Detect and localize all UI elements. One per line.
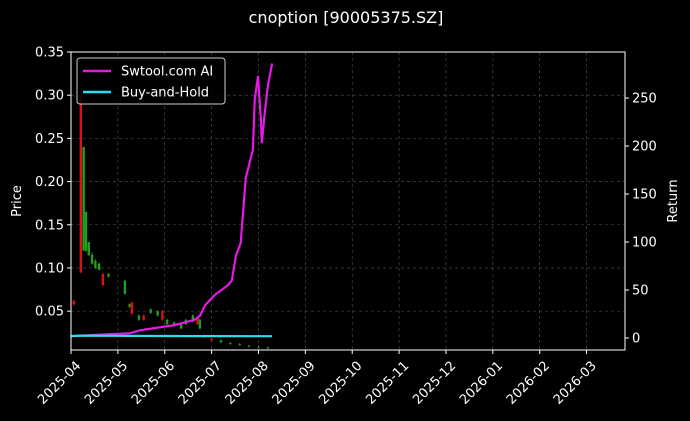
y2-tick-label: 150 — [632, 188, 657, 203]
candle-body — [219, 340, 223, 343]
y2-tick-label: 200 — [632, 140, 657, 155]
y2-tick-label: 100 — [632, 236, 657, 251]
y2-tick-label: 0 — [632, 332, 640, 347]
x-tick-label: 2025-12 — [410, 359, 459, 408]
x-tick-label: 2025-09 — [270, 359, 319, 408]
candle-body — [87, 242, 91, 255]
candle-body — [165, 319, 169, 325]
plot-frame — [70, 51, 626, 351]
x-tick-label: 2026-02 — [504, 359, 553, 408]
candle-body — [179, 324, 183, 329]
candle-body — [123, 280, 127, 294]
candle-body — [266, 347, 270, 349]
y-tick-label: 0.10 — [35, 261, 64, 276]
candle-body — [198, 319, 202, 329]
candle-body — [84, 211, 88, 251]
y-tick-label: 0.30 — [35, 89, 64, 104]
candle-body — [161, 311, 164, 320]
candle-body — [238, 343, 241, 345]
candle-body — [79, 95, 83, 273]
x-tick-label: 2026-01 — [457, 359, 506, 408]
x-tick-label: 2025-08 — [223, 359, 272, 408]
candle-body — [210, 338, 213, 341]
y-tick-label: 0.20 — [35, 175, 64, 190]
y2-axis-label: Return — [666, 179, 681, 222]
candle-body — [130, 302, 134, 314]
x-tick-label: 2025-06 — [129, 359, 178, 408]
y-tick-label: 0.15 — [35, 218, 64, 233]
candle-body — [257, 346, 260, 348]
candle-body — [156, 311, 159, 316]
candle-body — [107, 273, 110, 277]
candle-body — [128, 304, 131, 307]
candle-body — [94, 261, 97, 268]
line-series — [70, 63, 274, 338]
x-tick-label: 2025-04 — [35, 359, 84, 408]
y2-tick-label: 50 — [632, 284, 649, 299]
candle-body — [101, 273, 105, 286]
candle-body — [142, 315, 145, 320]
candle-body — [97, 263, 101, 270]
candle-body — [196, 318, 199, 325]
legend-label: Swtool.com AI — [121, 65, 213, 80]
candle-body — [137, 315, 141, 320]
legend-label: Buy-and-Hold — [121, 86, 209, 101]
candle-body — [72, 300, 76, 305]
x-tick-label: 2025-07 — [176, 359, 225, 408]
x-tick-label: 2025-05 — [82, 359, 131, 408]
candle-body — [90, 254, 94, 264]
candle-body — [229, 343, 232, 344]
candle-body — [191, 315, 195, 322]
candle-body — [149, 309, 152, 313]
y-tick-label: 0.35 — [35, 46, 64, 61]
x-tick-label: 2026-03 — [551, 359, 600, 408]
legend-box — [76, 57, 226, 105]
chart-title: cnoption [90005375.SZ] — [249, 8, 444, 27]
y-tick-label: 0.05 — [35, 305, 64, 320]
y-tick-label: 0.25 — [35, 132, 64, 147]
candle-body — [247, 345, 251, 347]
line-series — [70, 334, 273, 338]
x-tick-label: 2025-10 — [316, 359, 365, 408]
y-axis-label: Price — [10, 185, 25, 217]
x-tick-label: 2025-11 — [363, 359, 412, 408]
candle-body — [82, 147, 85, 251]
y2-tick-label: 250 — [632, 92, 657, 107]
